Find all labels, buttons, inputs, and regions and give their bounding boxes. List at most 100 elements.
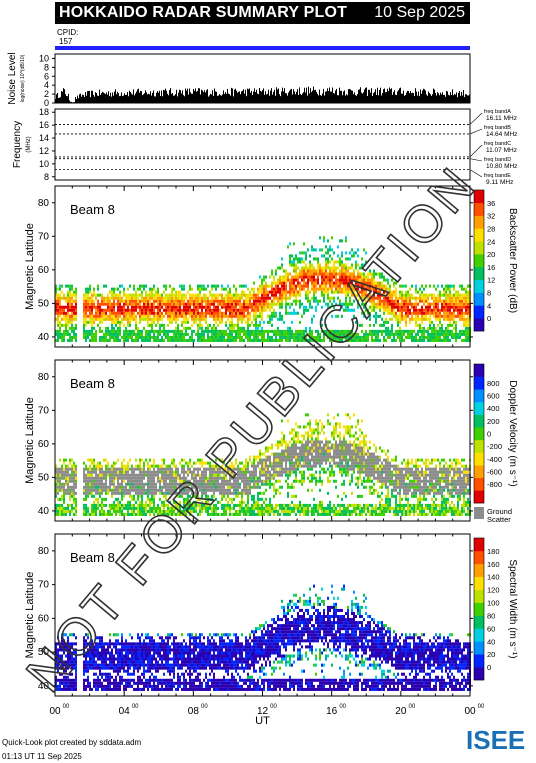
heatmap-cell: [91, 494, 93, 498]
heatmap-cell: [97, 305, 99, 309]
heatmap-cell: [59, 485, 61, 489]
heatmap-cell: [337, 338, 339, 342]
heatmap-cell: [453, 302, 455, 306]
heatmap-cell: [359, 338, 361, 342]
heatmap-cell: [221, 512, 223, 516]
heatmap-cell: [347, 338, 349, 342]
heatmap-cell: [157, 287, 159, 291]
heatmap-cell: [273, 329, 275, 333]
heatmap-cell: [195, 461, 197, 465]
heatmap-cell: [139, 461, 141, 465]
heatmap-cell: [125, 326, 127, 330]
heatmap-cell: [277, 302, 279, 306]
heatmap-cell: [119, 500, 121, 504]
heatmap-cell: [193, 329, 195, 333]
heatmap-cell: [369, 332, 371, 336]
heatmap-cell: [125, 302, 127, 306]
heatmap-cell: [421, 308, 423, 312]
heatmap-cell: [225, 311, 227, 315]
heatmap-cell: [191, 296, 193, 300]
heatmap-cell: [103, 503, 105, 507]
heatmap-cell: [391, 332, 393, 336]
heatmap-cell: [59, 296, 61, 300]
heatmap-cell: [239, 326, 241, 330]
heatmap-cell: [249, 296, 251, 300]
heatmap-cell: [105, 326, 107, 330]
heatmap-cell: [71, 284, 73, 288]
heatmap-cell: [209, 488, 211, 492]
heatmap-cell: [369, 299, 371, 303]
heatmap-cell: [237, 308, 239, 312]
heatmap-cell: [263, 305, 265, 309]
heatmap-cell: [199, 482, 201, 486]
heatmap-cell: [395, 332, 397, 336]
heatmap-cell: [363, 293, 365, 297]
heatmap-cell: [165, 311, 167, 315]
heatmap-cell: [339, 260, 341, 264]
heatmap-cell: [403, 308, 405, 312]
heatmap-cell: [149, 338, 151, 342]
heatmap-cell: [129, 299, 131, 303]
heatmap-cell: [107, 338, 109, 342]
heatmap-cell: [385, 290, 387, 294]
heatmap-cell: [459, 332, 461, 336]
heatmap-cell: [69, 320, 71, 324]
heatmap-cell: [357, 284, 359, 288]
heatmap-cell: [209, 338, 211, 342]
heatmap-cell: [175, 512, 177, 516]
heatmap-cell: [179, 512, 181, 516]
heatmap-cell: [389, 287, 391, 291]
heatmap-cell: [95, 296, 97, 300]
heatmap-cell: [315, 305, 317, 309]
heatmap-cell: [247, 464, 249, 468]
heatmap-cell: [253, 500, 255, 504]
heatmap-cell: [101, 314, 103, 318]
heatmap-cell: [131, 299, 133, 303]
heatmap-cell: [161, 305, 163, 309]
heatmap-cell: [375, 329, 377, 333]
heatmap-cell: [427, 308, 429, 312]
heatmap-cell: [99, 308, 101, 312]
heatmap-cell: [141, 308, 143, 312]
heatmap-cell: [271, 338, 273, 342]
heatmap-cell: [381, 272, 383, 276]
heatmap-cell: [277, 278, 279, 282]
heatmap-cell: [257, 332, 259, 336]
heatmap-cell: [285, 302, 287, 306]
heatmap-cell: [455, 320, 457, 324]
heatmap-cell: [131, 488, 133, 492]
heatmap-cell: [327, 287, 329, 291]
heatmap-cell: [185, 488, 187, 492]
heatmap-cell: [463, 305, 465, 309]
heatmap-cell: [111, 302, 113, 306]
heatmap-cell: [245, 308, 247, 312]
heatmap-cell: [327, 278, 329, 282]
heatmap-cell: [113, 482, 115, 486]
heatmap-cell: [99, 338, 101, 342]
heatmap-cell: [317, 329, 319, 333]
heatmap-cell: [395, 293, 397, 297]
heatmap-cell: [109, 488, 111, 492]
heatmap-cell: [293, 263, 295, 267]
heatmap-cell: [91, 326, 93, 330]
heatmap-cell: [383, 302, 385, 306]
heatmap-cell: [245, 476, 247, 480]
heatmap-cell: [465, 320, 467, 324]
heatmap-cell: [235, 458, 237, 462]
heatmap-cell: [329, 275, 331, 279]
heatmap-cell: [165, 488, 167, 492]
heatmap-cell: [73, 461, 75, 465]
heatmap-cell: [163, 476, 165, 480]
heatmap-cell: [255, 338, 257, 342]
heatmap-cell: [337, 278, 339, 282]
heatmap-cell: [231, 491, 233, 495]
heatmap-cell: [67, 293, 69, 297]
heatmap-cell: [339, 239, 341, 243]
heatmap-cell: [57, 485, 59, 489]
heatmap-cell: [277, 296, 279, 300]
heatmap-cell: [157, 473, 159, 477]
heatmap-cell: [415, 299, 417, 303]
heatmap-cell: [197, 326, 199, 330]
heatmap-cell: [415, 335, 417, 339]
heatmap-cell: [157, 302, 159, 306]
